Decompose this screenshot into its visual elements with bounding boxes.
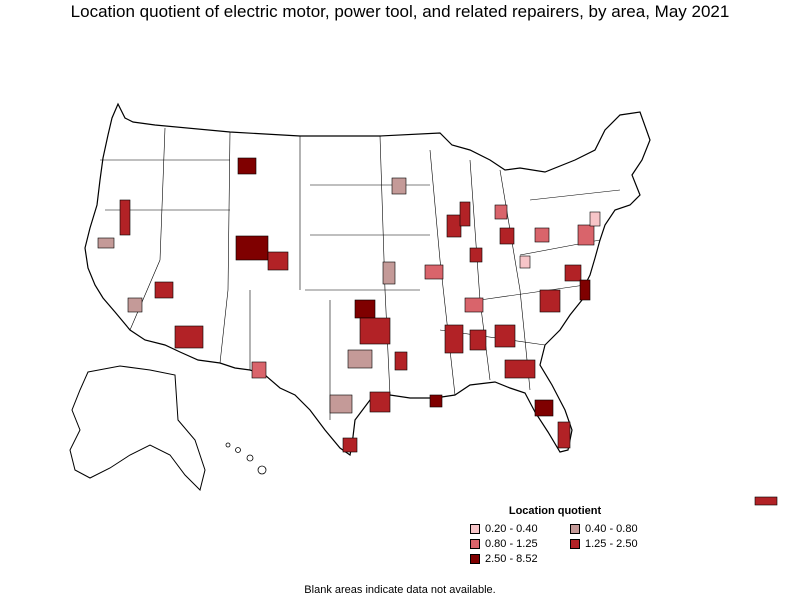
legend-swatch — [470, 554, 480, 564]
area-texas-central — [329, 394, 353, 414]
area-virginia — [564, 264, 582, 282]
area-west-central — [267, 251, 289, 271]
area-florida-central — [534, 399, 554, 417]
lq-areas — [97, 157, 778, 506]
area-california-south — [127, 297, 143, 313]
legend-swatch — [570, 539, 580, 549]
area-puerto-rico — [754, 496, 778, 506]
area-oklahoma — [354, 299, 376, 319]
map-legend: Location quotient 0.20 - 0.40 0.40 - 0.8… — [470, 505, 670, 565]
area-kentucky — [519, 255, 531, 269]
legend-title: Location quotient — [508, 505, 602, 517]
area-louisiana — [429, 394, 443, 408]
legend-label: 0.40 - 0.80 — [585, 523, 638, 535]
area-illinois — [446, 214, 462, 238]
legend-item: 1.25 - 2.50 — [570, 538, 670, 550]
hawaii-islands — [225, 442, 267, 475]
area-georgia — [494, 324, 516, 348]
area-ohio-west — [499, 227, 515, 245]
map-title: Location quotient of electric motor, pow… — [70, 2, 730, 21]
area-texas-coast — [369, 391, 391, 413]
area-missouri — [424, 264, 444, 280]
area-kansas — [382, 261, 396, 285]
legend-swatch — [470, 524, 480, 534]
legend-item: 2.50 - 8.52 — [470, 553, 570, 565]
area-texas-north — [347, 349, 373, 369]
area-carolina — [539, 289, 561, 313]
alaska-outline — [69, 365, 206, 491]
legend-swatch — [470, 539, 480, 549]
area-texas-south — [342, 437, 358, 453]
area-maryland — [579, 279, 591, 301]
area-arkansas — [394, 351, 408, 371]
area-arizona — [174, 325, 204, 349]
area-rocky-mountain — [235, 235, 269, 261]
area-minnesota — [391, 177, 407, 195]
area-california — [97, 237, 115, 249]
legend-item: 0.20 - 0.40 — [470, 523, 570, 535]
area-nevada — [119, 199, 131, 236]
legend-grid: 0.20 - 0.40 0.40 - 0.80 0.80 - 1.25 1.25… — [470, 523, 670, 565]
area-montana — [237, 157, 257, 175]
legend-item: 0.80 - 1.25 — [470, 538, 570, 550]
legend-item: 0.40 - 0.80 — [570, 523, 670, 535]
legend-label: 0.80 - 1.25 — [485, 538, 538, 550]
area-new-york — [589, 211, 601, 227]
legend-swatch — [570, 524, 580, 534]
footnote: Blank areas indicate data not available. — [304, 584, 496, 596]
legend-label: 1.25 - 2.50 — [585, 538, 638, 550]
area-indiana — [469, 247, 483, 263]
area-new-mexico-south — [251, 361, 267, 379]
area-oklahoma-south — [359, 317, 391, 345]
legend-label: 2.50 - 8.52 — [485, 553, 538, 565]
legend-label: 0.20 - 0.40 — [485, 523, 538, 535]
area-utah-south — [154, 281, 174, 299]
area-michigan — [494, 204, 508, 220]
area-ohio — [534, 227, 550, 243]
area-mississippi — [444, 324, 464, 354]
area-florida-south — [557, 421, 571, 449]
area-alabama — [469, 329, 487, 351]
area-wisconsin — [459, 201, 471, 227]
area-tennessee — [464, 297, 484, 313]
area-florida-north — [504, 359, 536, 379]
area-pennsylvania — [577, 224, 595, 246]
